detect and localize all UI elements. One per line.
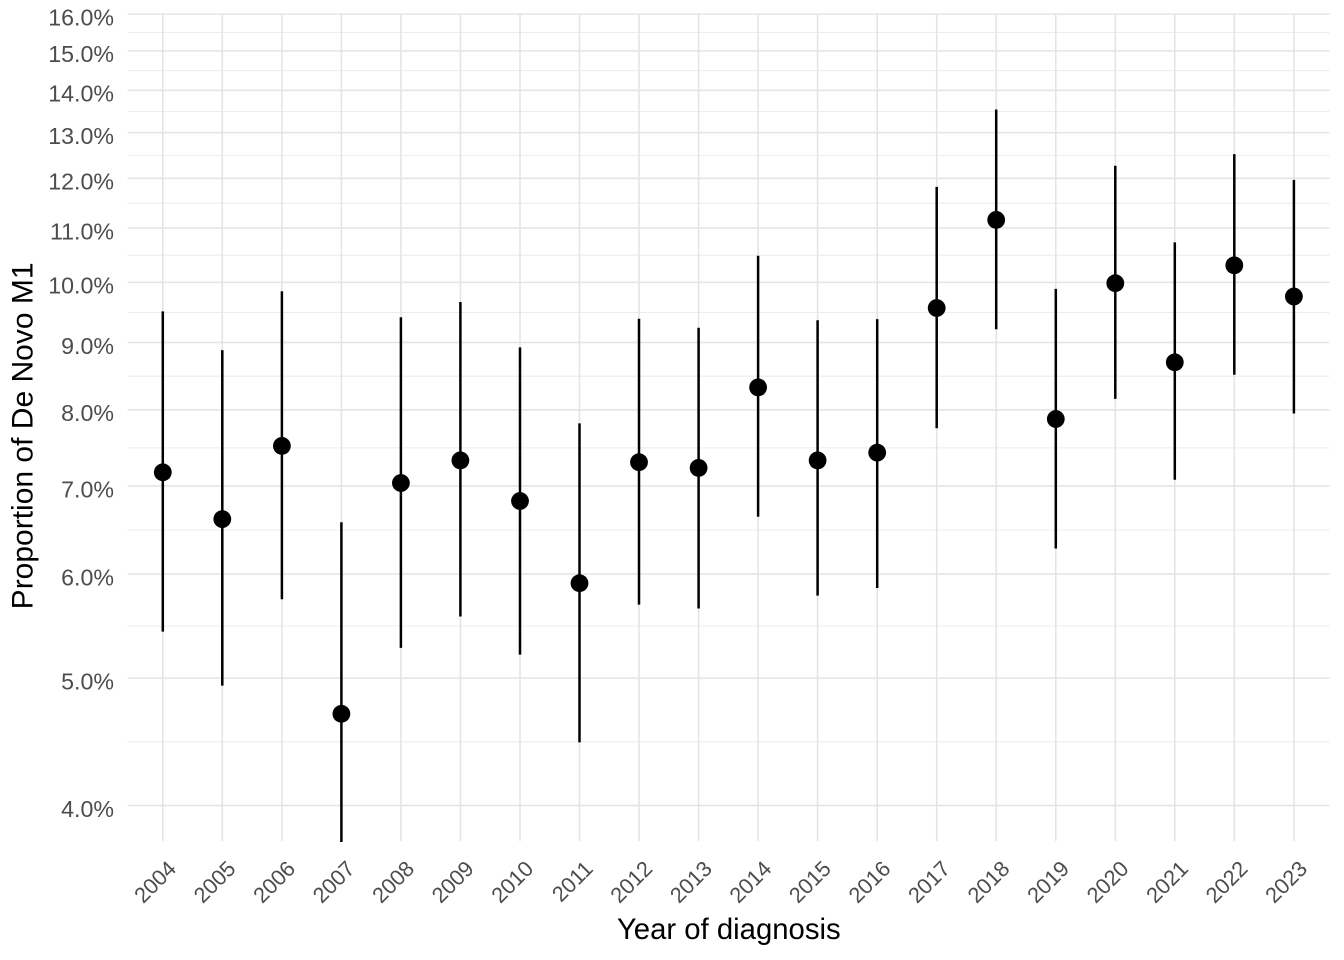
svg-text:Year of diagnosis: Year of diagnosis <box>617 913 841 946</box>
svg-text:15.0%: 15.0% <box>48 41 114 67</box>
svg-text:13.0%: 13.0% <box>48 123 114 149</box>
svg-text:11.0%: 11.0% <box>50 218 114 244</box>
svg-text:9.0%: 9.0% <box>61 333 114 359</box>
svg-text:16.0%: 16.0% <box>48 4 114 30</box>
svg-text:Proportion of De Novo M1: Proportion of De Novo M1 <box>7 262 40 609</box>
svg-text:7.0%: 7.0% <box>61 476 114 502</box>
svg-text:12.0%: 12.0% <box>48 169 114 195</box>
svg-text:8.0%: 8.0% <box>61 400 114 426</box>
svg-text:4.0%: 4.0% <box>61 796 114 822</box>
svg-text:14.0%: 14.0% <box>48 81 114 107</box>
svg-text:6.0%: 6.0% <box>61 564 114 590</box>
svg-text:5.0%: 5.0% <box>61 668 114 694</box>
svg-text:10.0%: 10.0% <box>48 273 114 299</box>
